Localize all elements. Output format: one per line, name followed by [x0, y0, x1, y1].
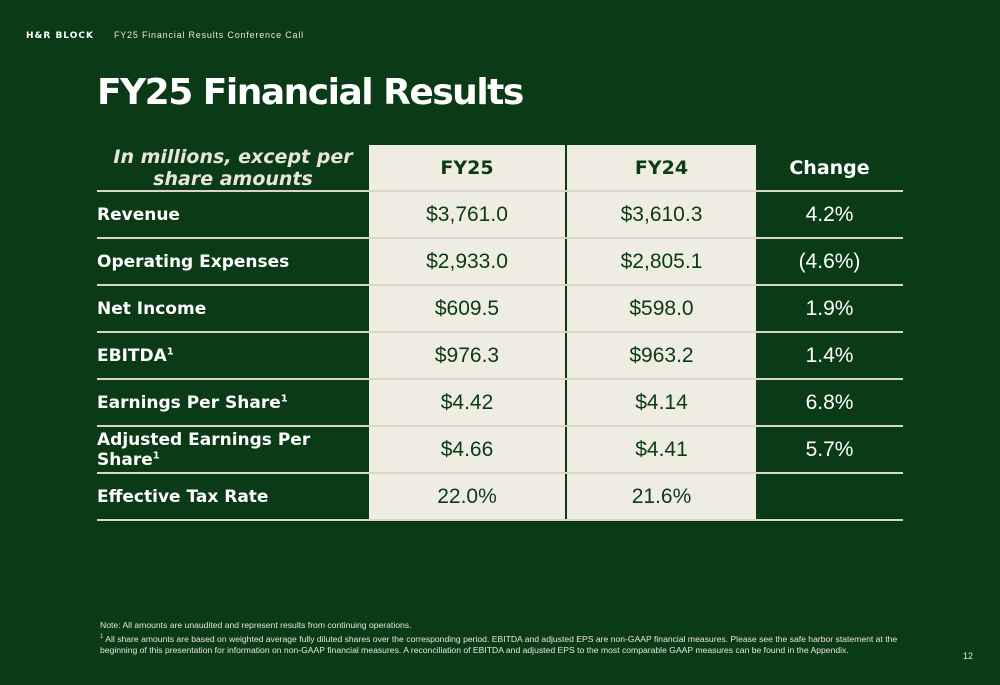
table-row: Operating Expenses $2,933.0 $2,805.1 (4.6%) — [97, 238, 903, 286]
value-fy25: $4.66 — [369, 426, 566, 474]
value-fy24: $963.2 — [565, 332, 756, 380]
row-label: Earnings Per Share1 — [97, 379, 369, 427]
slide-header: H&R BLOCK FY25 Financial Results Confere… — [26, 30, 304, 41]
row-label-text: EBITDA — [97, 345, 167, 366]
value-change: 1.4% — [756, 332, 903, 380]
brand-logo: H&R BLOCK — [26, 31, 94, 41]
value-fy25: $2,933.0 — [369, 238, 566, 286]
value-change: 4.2% — [756, 191, 903, 239]
table-row: Adjusted Earnings Per Share1 $4.66 $4.41 5.… — [97, 426, 903, 474]
value-fy24: $4.41 — [565, 426, 756, 474]
footnote-ref: 1 — [166, 345, 174, 357]
deck-subtitle: FY25 Financial Results Conference Call — [113, 30, 304, 40]
table-row: Revenue $3,761.0 $3,610.3 4.2% — [97, 191, 903, 239]
footnote-text: All share amounts are based on weighted … — [100, 633, 898, 655]
value-fy25: $3,761.0 — [369, 191, 566, 239]
row-label-text: Operating Expenses — [97, 251, 290, 272]
row-label-text: Earnings Per Share — [97, 392, 281, 413]
value-change: 6.8% — [756, 379, 903, 427]
value-fy24: 21.6% — [565, 473, 756, 521]
column-header-fy24: FY24 — [565, 145, 756, 192]
value-fy25: $4.42 — [369, 379, 566, 427]
table-header-row: In millions, except per share amounts FY… — [97, 145, 903, 192]
financial-results-table: In millions, except per share amounts FY… — [97, 145, 903, 521]
footnotes: Note: All amounts are unaudited and repr… — [100, 620, 910, 656]
value-fy24: $3,610.3 — [565, 191, 756, 239]
slide-title: FY25 Financial Results — [97, 72, 524, 113]
value-fy25: 22.0% — [369, 473, 566, 521]
footnote-marker: 1 — [100, 633, 104, 640]
footnote-ref: 1 — [152, 449, 160, 461]
value-fy25: $976.3 — [369, 332, 566, 380]
value-fy24: $598.0 — [565, 285, 756, 333]
page-number: 12 — [963, 651, 974, 661]
footnote-note: Note: All amounts are unaudited and repr… — [100, 620, 412, 630]
row-label: Adjusted Earnings Per Share1 — [97, 426, 369, 474]
value-fy24: $2,805.1 — [565, 238, 756, 286]
row-label-text: Adjusted Earnings Per Share — [97, 429, 311, 470]
table-row: Net Income $609.5 $598.0 1.9% — [97, 285, 903, 333]
row-label-text: Effective Tax Rate — [97, 486, 269, 507]
column-header-change: Change — [756, 145, 903, 192]
column-header-fy25: FY25 — [369, 145, 566, 192]
row-label-text: Net Income — [97, 298, 207, 319]
row-label: Effective Tax Rate — [97, 473, 369, 521]
value-fy25: $609.5 — [369, 285, 566, 333]
row-label: Revenue — [97, 191, 369, 239]
row-label: EBITDA1 — [97, 332, 369, 380]
table-row: Earnings Per Share1 $4.42 $4.14 6.8% — [97, 379, 903, 427]
row-label: Net Income — [97, 285, 369, 333]
value-change: 1.9% — [756, 285, 903, 333]
value-fy24: $4.14 — [565, 379, 756, 427]
value-change: (4.6%) — [756, 238, 903, 286]
value-change — [756, 473, 903, 521]
row-label: Operating Expenses — [97, 238, 369, 286]
table-row: Effective Tax Rate 22.0% 21.6% — [97, 473, 903, 521]
footnote-ref: 1 — [280, 392, 288, 404]
footnote-1: 1 All share amounts are based on weighte… — [100, 632, 910, 657]
units-note: In millions, except per share amounts — [97, 145, 369, 192]
value-change: 5.7% — [756, 426, 903, 474]
row-label-text: Revenue — [97, 204, 180, 225]
table-row: EBITDA1 $976.3 $963.2 1.4% — [97, 332, 903, 380]
